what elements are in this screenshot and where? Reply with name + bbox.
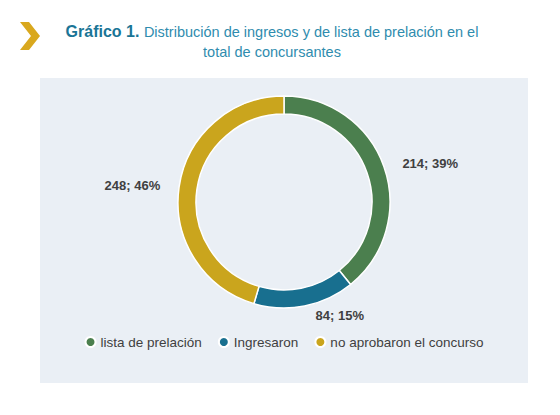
svg-text:lista de prelación: lista de prelación [101,335,202,350]
svg-text:248; 46%: 248; 46% [105,178,161,193]
svg-text:Ingresaron: Ingresaron [234,335,299,350]
svg-text:no aprobaron el concurso: no aprobaron el concurso [330,335,483,350]
html-text:Gráfico 1. Distribución de ing: Gráfico 1. Distribución de ingresos y de… [65,23,479,60]
svg-text:84; 15%: 84; 15% [316,308,365,323]
svg-text:214; 39%: 214; 39% [402,156,458,171]
